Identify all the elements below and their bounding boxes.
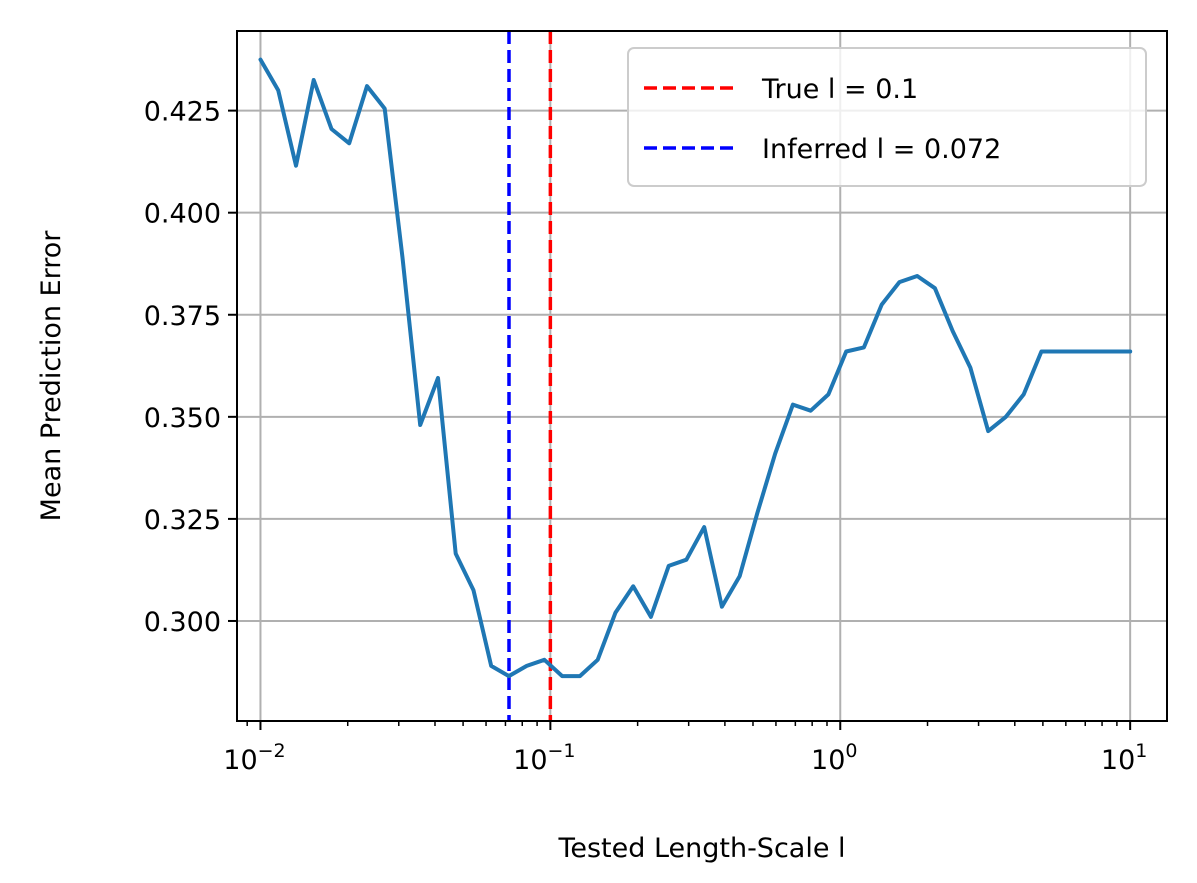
legend-entry-label: Inferred l = 0.072 <box>762 134 1001 165</box>
legend: True l = 0.1 Inferred l = 0.072 <box>627 47 1147 187</box>
legend-entry-label: True l = 0.1 <box>761 74 918 105</box>
legend-box <box>627 47 1147 187</box>
y-axis-label: Mean Prediction Error <box>36 230 67 522</box>
x-tick-exponent: 0 <box>845 740 857 762</box>
x-tick-exponent: 1 <box>1135 740 1147 762</box>
reference-lines <box>507 31 553 721</box>
y-tick-label: 0.375 <box>144 301 221 332</box>
x-tick-label: 10−1 <box>513 740 575 776</box>
plot-frame <box>236 30 1168 722</box>
x-tick-base: 10 <box>513 745 547 776</box>
x-tick-exponent: −2 <box>258 740 286 762</box>
series-lines <box>258 57 1133 679</box>
x-tick-base: 10 <box>1101 745 1135 776</box>
y-tick-label: 0.300 <box>144 607 221 638</box>
x-axis-label: Tested Length-Scale l <box>557 833 845 864</box>
y-tick-label: 0.425 <box>144 97 221 128</box>
x-tick-base: 10 <box>223 745 257 776</box>
y-tick-label: 0.350 <box>144 403 221 434</box>
x-tick-base: 10 <box>811 745 845 776</box>
x-tick-label: 10−2 <box>223 740 285 776</box>
y-tick-label: 0.400 <box>144 199 221 230</box>
series-line <box>258 57 1133 679</box>
y-tick-label: 0.325 <box>144 505 221 536</box>
x-tick-exponent: −1 <box>548 740 576 762</box>
x-tick-label: 100 <box>811 740 857 776</box>
x-tick-label: 101 <box>1101 740 1147 776</box>
